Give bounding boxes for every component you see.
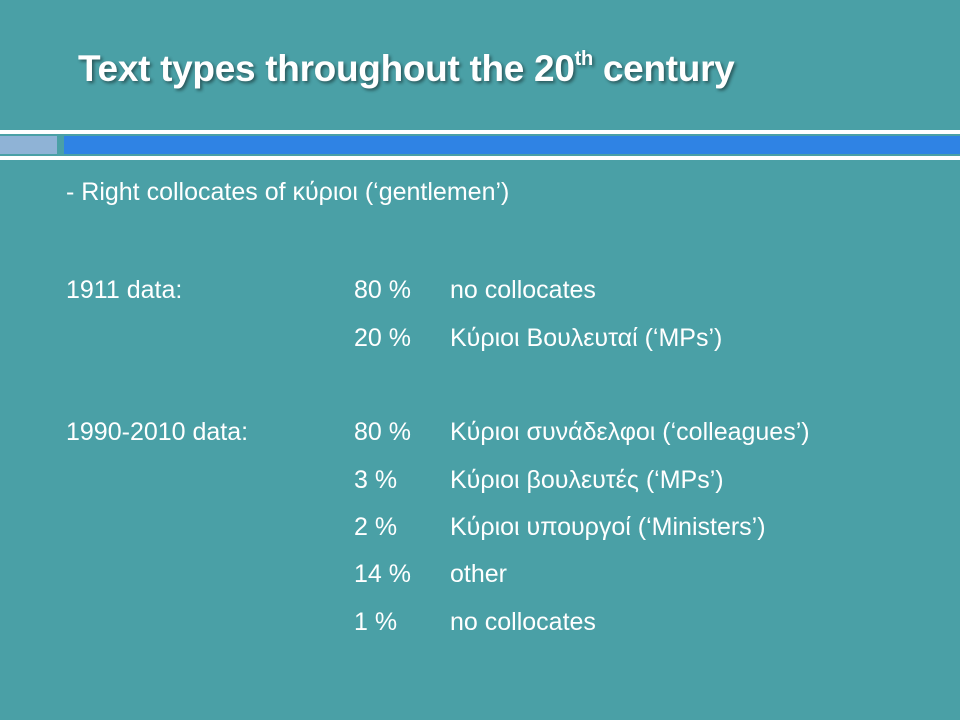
row-text: no collocates: [450, 276, 596, 304]
row-percent: 20 %: [354, 324, 411, 352]
row-percent: 14 %: [354, 560, 411, 588]
row-text: other: [450, 560, 507, 588]
title-end: century: [592, 48, 735, 89]
slide-subtitle: - Right collocates of κύριοι (‘gentlemen…: [66, 178, 510, 206]
row-percent: 3 %: [354, 466, 398, 494]
divider-block-left: [0, 136, 57, 154]
divider-bar: [64, 136, 960, 154]
row-percent: 80 %: [354, 418, 411, 446]
group-label: 1990-2010 data:: [66, 418, 249, 446]
title-divider: [0, 128, 960, 164]
title-main: Text types throughout the 20: [78, 48, 575, 89]
row-text: Κύριοι βουλευτές (‘MPs’): [450, 466, 724, 494]
divider-rule-bottom: [0, 156, 960, 160]
slide-title: Text types throughout the 20th century: [78, 48, 735, 90]
row-text: Κύριοι υπουργοί (‘Ministers’): [450, 513, 766, 541]
row-text: Κύριοι Βουλευταί (‘MPs’): [450, 324, 723, 352]
row-text: Κύριοι συνάδελφοι (‘colleagues’): [450, 418, 810, 446]
title-superscript: th: [574, 48, 594, 70]
row-text: no collocates: [450, 608, 596, 636]
row-percent: 1 %: [354, 608, 398, 636]
row-percent: 2 %: [354, 513, 398, 541]
group-label: 1911 data:: [66, 276, 183, 304]
divider-rule-top: [0, 130, 960, 134]
row-percent: 80 %: [354, 276, 411, 304]
